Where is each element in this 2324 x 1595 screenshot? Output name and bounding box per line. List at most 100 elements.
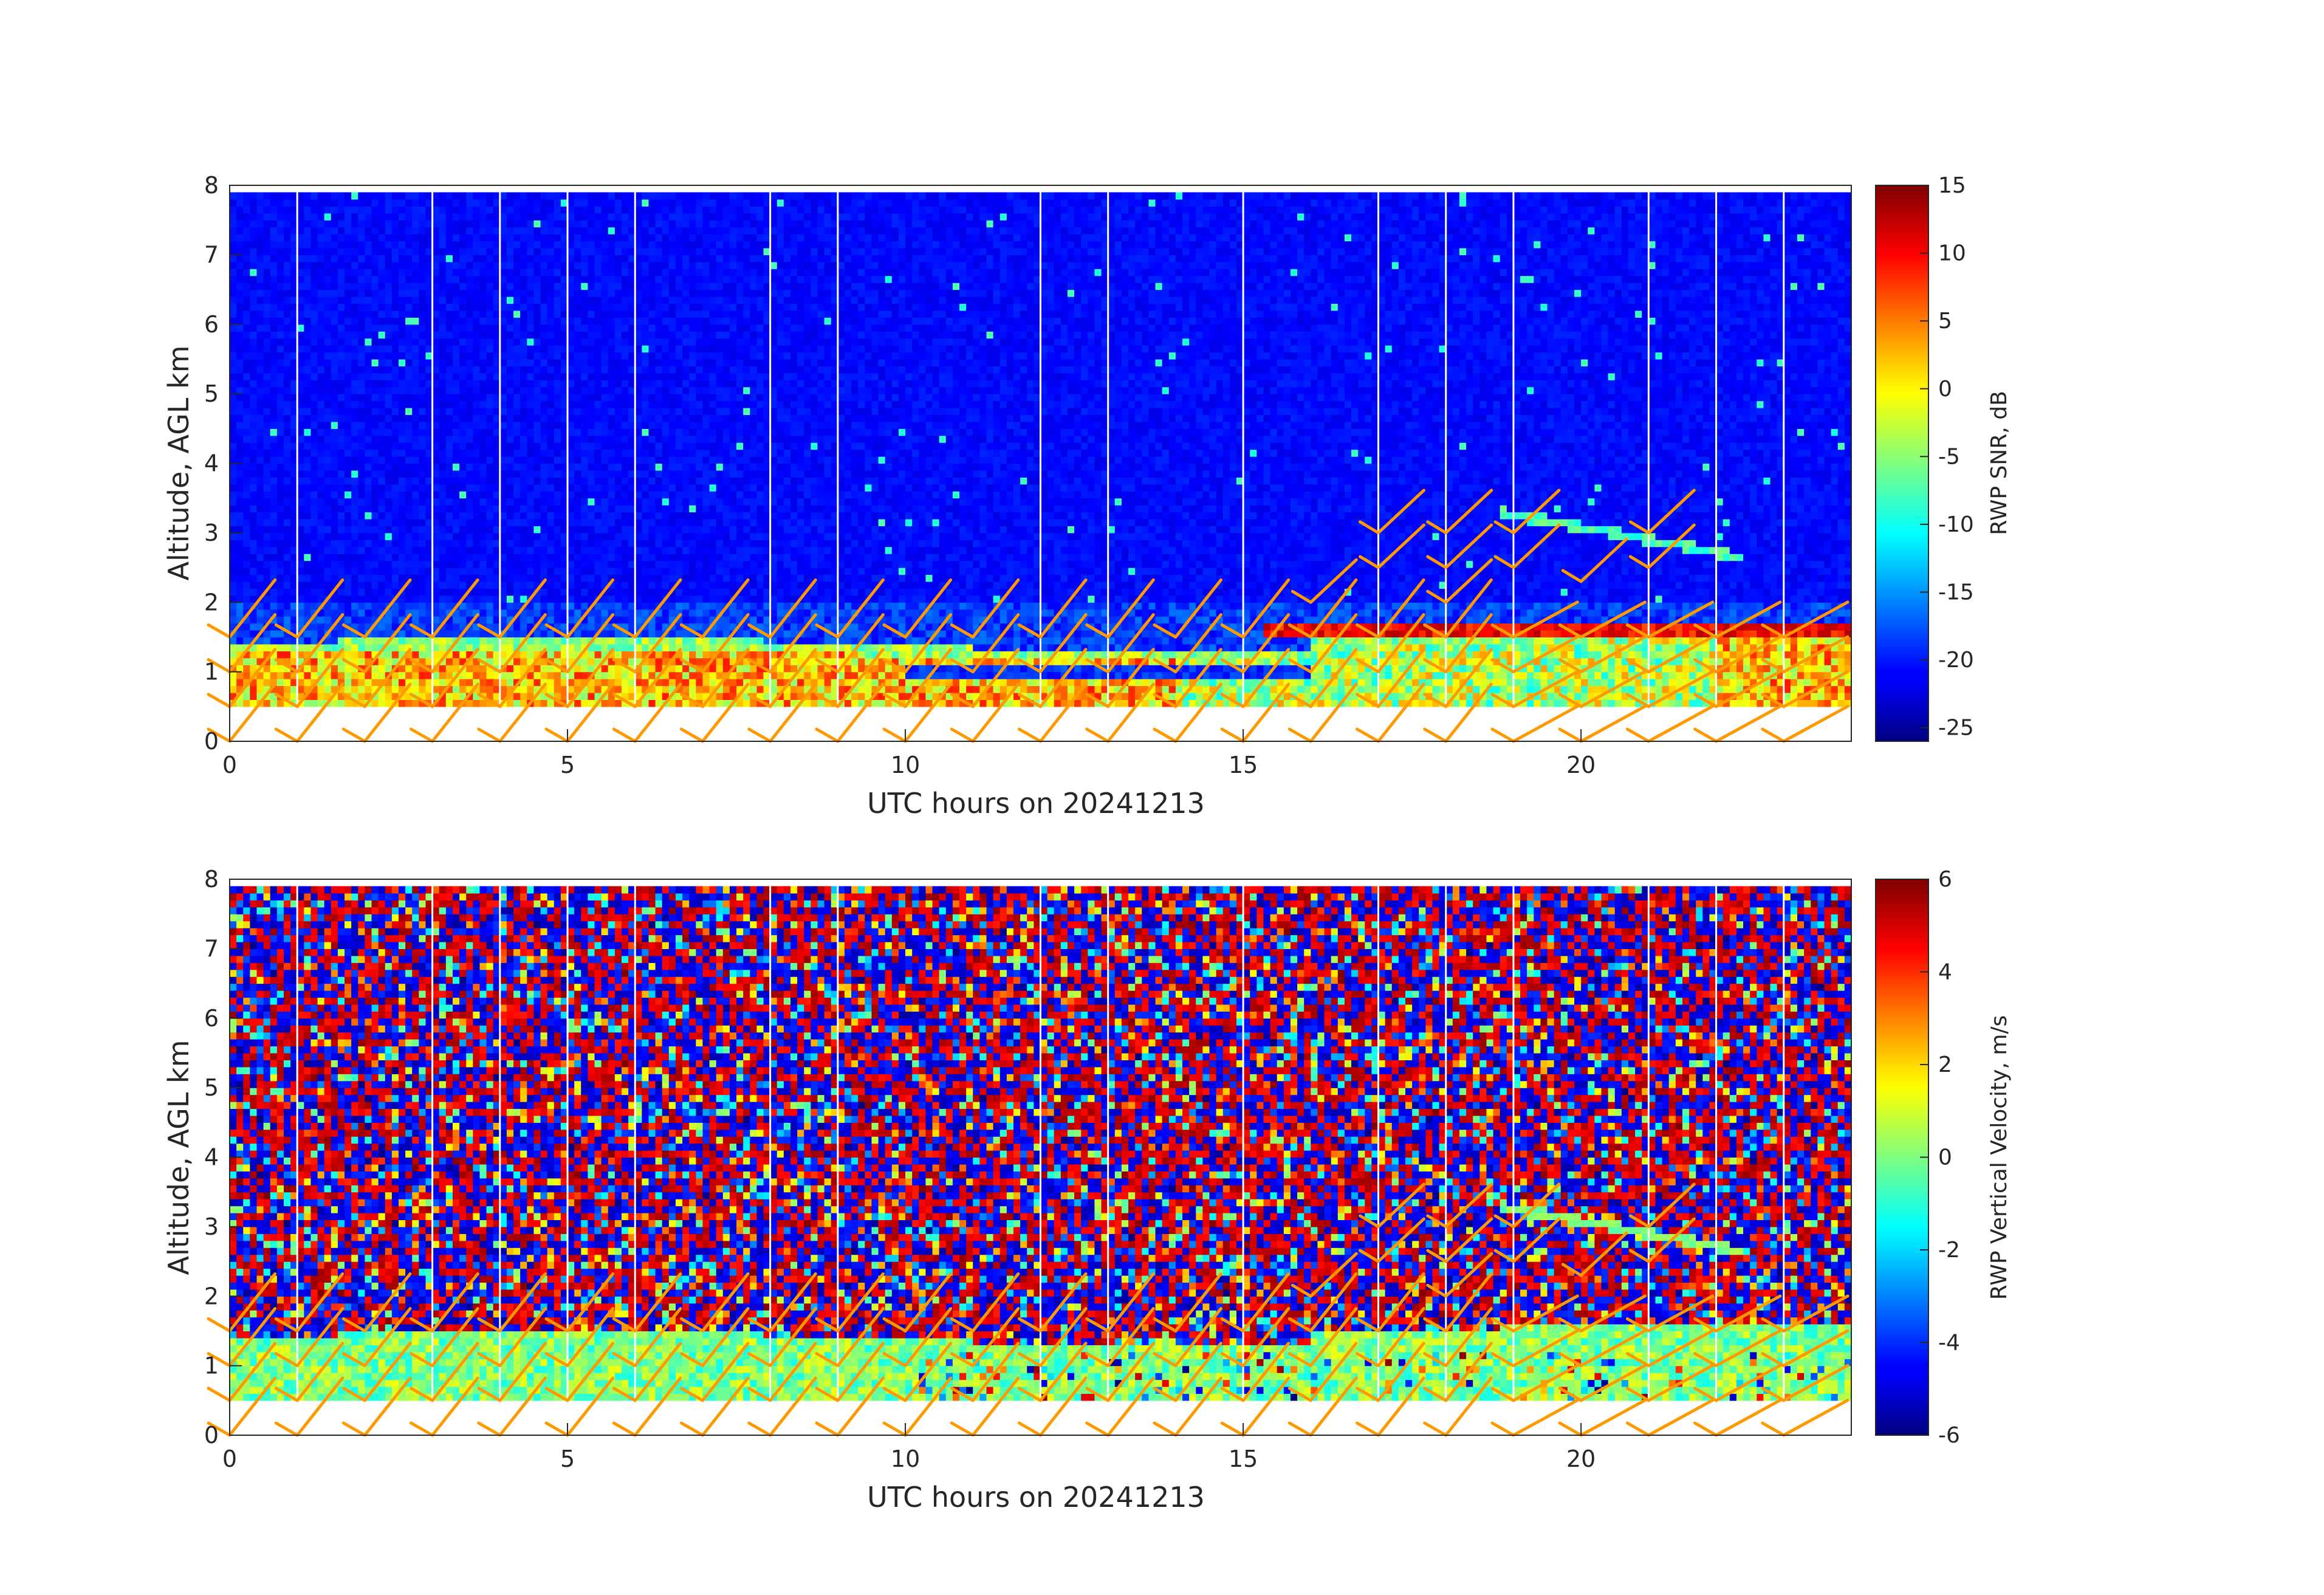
heatmap-cell xyxy=(513,269,521,276)
heatmap-cell xyxy=(290,470,298,478)
heatmap-cell xyxy=(554,540,561,547)
heatmap-cell xyxy=(270,331,278,339)
heatmap-cell xyxy=(445,637,453,645)
heatmap-cell xyxy=(419,554,427,561)
heatmap-cell xyxy=(588,463,595,471)
heatmap-cell xyxy=(365,310,372,318)
heatmap-cell xyxy=(256,255,264,262)
heatmap-cell xyxy=(358,283,366,290)
heatmap-cell xyxy=(256,449,264,457)
heatmap-cell xyxy=(479,498,487,506)
heatmap-cell xyxy=(466,234,473,242)
heatmap-cell xyxy=(263,630,271,638)
heatmap-cell xyxy=(601,386,609,394)
heatmap-cell xyxy=(473,352,481,360)
heatmap-cell xyxy=(668,602,676,610)
heatmap-cell xyxy=(270,275,278,283)
heatmap-cell xyxy=(668,358,676,366)
heatmap-cell xyxy=(554,699,561,707)
heatmap-cell xyxy=(547,261,555,269)
heatmap-cell xyxy=(263,352,271,360)
heatmap-cell xyxy=(642,206,650,214)
heatmap-cell xyxy=(230,400,237,408)
heatmap-cell xyxy=(425,554,433,561)
heatmap-cell xyxy=(230,380,237,388)
heatmap-cell xyxy=(250,665,258,673)
heatmap-cell xyxy=(371,602,379,610)
heatmap-cell xyxy=(594,317,602,325)
heatmap-cell xyxy=(540,394,548,402)
heatmap-cell xyxy=(642,275,650,283)
heatmap-cell xyxy=(371,540,379,547)
heatmap-cell xyxy=(337,595,345,603)
heatmap-cell xyxy=(439,275,447,283)
heatmap-cell xyxy=(276,637,284,645)
heatmap-cell xyxy=(391,213,399,221)
heatmap-cell xyxy=(486,477,494,485)
heatmap-cell xyxy=(270,227,278,235)
heatmap-cell xyxy=(324,651,332,659)
heatmap-cell xyxy=(337,372,345,380)
heatmap-cell xyxy=(594,505,602,513)
heatmap-cell xyxy=(547,421,555,429)
heatmap-cell xyxy=(608,289,615,297)
heatmap-cell xyxy=(594,275,602,283)
heatmap-cell xyxy=(290,637,298,645)
heatmap-cell xyxy=(588,491,595,499)
heatmap-cell xyxy=(622,554,629,561)
heatmap-cell xyxy=(419,394,427,402)
heatmap-cell xyxy=(635,303,642,311)
heatmap-cell xyxy=(351,623,358,631)
heatmap-cell xyxy=(310,241,318,249)
heatmap-cell xyxy=(479,255,487,262)
heatmap-cell xyxy=(256,442,264,450)
heatmap-cell xyxy=(581,435,588,443)
heatmap-cell xyxy=(473,297,481,304)
heatmap-cell xyxy=(540,269,548,276)
heatmap-cell xyxy=(622,227,629,235)
heatmap-cell xyxy=(405,532,413,540)
heatmap-cell xyxy=(527,213,535,221)
heatmap-cell xyxy=(270,484,278,492)
heatmap-cell xyxy=(412,685,419,693)
heatmap-cell xyxy=(614,352,622,360)
heatmap-cell xyxy=(304,386,312,394)
heatmap-cell xyxy=(276,428,284,436)
heatmap-cell xyxy=(547,408,555,416)
heatmap-cell xyxy=(317,665,325,673)
heatmap-cell xyxy=(439,303,447,311)
heatmap-cell xyxy=(324,498,332,506)
heatmap-cell xyxy=(365,220,372,228)
heatmap-cell xyxy=(540,512,548,520)
heatmap-cell xyxy=(567,380,575,388)
heatmap-cell xyxy=(473,380,481,388)
heatmap-cell xyxy=(439,234,447,242)
heatmap-cell xyxy=(473,442,481,450)
heatmap-cell xyxy=(230,657,237,665)
heatmap-cell xyxy=(588,247,595,255)
heatmap-cell xyxy=(324,400,332,408)
heatmap-cell xyxy=(283,414,291,422)
heatmap-cell xyxy=(513,261,521,269)
heatmap-cell xyxy=(540,345,548,353)
heatmap-cell xyxy=(297,609,304,617)
heatmap-cell xyxy=(513,546,521,554)
heatmap-cell xyxy=(662,574,670,582)
heatmap-cell xyxy=(310,324,318,332)
heatmap-cell xyxy=(283,303,291,311)
heatmap-cell xyxy=(270,456,278,464)
heatmap-cell xyxy=(594,428,602,436)
heatmap-cell xyxy=(385,241,392,249)
heatmap-cell xyxy=(560,456,568,464)
heatmap-cell xyxy=(466,386,473,394)
heatmap-cell xyxy=(344,289,352,297)
heatmap-cell xyxy=(622,512,629,520)
heatmap-cell xyxy=(655,247,663,255)
heatmap-cell xyxy=(276,408,284,416)
heatmap-cell xyxy=(358,637,366,645)
heatmap-cell xyxy=(601,484,609,492)
heatmap-cell xyxy=(236,331,244,339)
heatmap-cell xyxy=(635,574,642,582)
heatmap-cell xyxy=(452,574,460,582)
heatmap-cell xyxy=(554,643,561,651)
